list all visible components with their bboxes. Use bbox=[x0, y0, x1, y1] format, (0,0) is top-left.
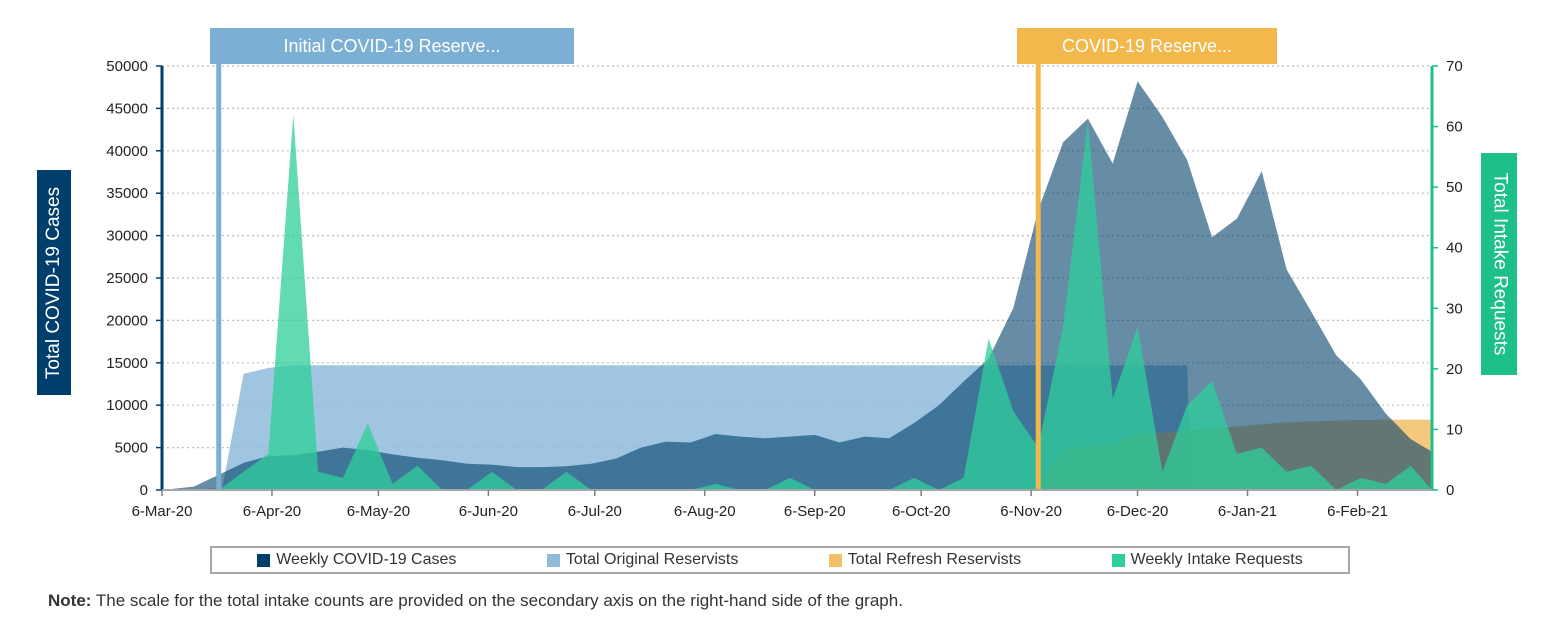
x-tick-label: 6-Mar-20 bbox=[132, 503, 193, 520]
legend-item-original-reservists: Total Original Reservists bbox=[546, 551, 739, 569]
left-axis-ticks: 0 5000 10000 15000 20000 25000 30000 35000 40000… bbox=[106, 58, 162, 499]
left-tick-label: 45000 bbox=[106, 100, 148, 117]
annotation-lines bbox=[216, 64, 1041, 490]
footnote-text: The scale for the total intake counts ar… bbox=[95, 591, 903, 610]
left-tick-label: 35000 bbox=[106, 185, 148, 202]
x-tick-label: 6-Aug-20 bbox=[674, 503, 736, 520]
legend-label: Total Original Reservists bbox=[565, 551, 739, 568]
right-tick-label: 20 bbox=[1446, 361, 1463, 378]
right-tick-label: 10 bbox=[1446, 421, 1463, 438]
left-tick-label: 15000 bbox=[106, 355, 148, 372]
x-tick-label: 6-Dec-20 bbox=[1107, 503, 1169, 520]
x-tick-label: 6-Feb-21 bbox=[1327, 503, 1388, 520]
annotation-banner-initial-label: Initial COVID-19 Reserve... bbox=[283, 35, 501, 56]
x-tick-label: 6-Jun-20 bbox=[459, 503, 518, 520]
series-areas bbox=[162, 81, 1432, 491]
legend-item-refresh-reservists: Total Refresh Reservists bbox=[828, 551, 1022, 569]
left-tick-label: 50000 bbox=[106, 58, 148, 75]
right-tick-label: 50 bbox=[1446, 179, 1463, 196]
footnote-label: Note: bbox=[48, 591, 92, 610]
x-tick-label: 6-Apr-20 bbox=[243, 503, 301, 520]
right-tick-label: 60 bbox=[1446, 119, 1463, 136]
left-axis-label-box: Total COVID-19 Cases bbox=[37, 170, 71, 395]
left-tick-label: 25000 bbox=[106, 270, 148, 287]
series-area-weekly-intake-requests bbox=[162, 114, 1432, 490]
legend: Weekly COVID-19 Cases Total Original Res… bbox=[210, 546, 1350, 574]
right-axis-label: Total Intake Requests bbox=[1489, 172, 1510, 356]
footnote: Note: The scale for the total intake cou… bbox=[48, 591, 903, 611]
right-axis-ticks: 0 10 20 30 40 50 60 70 bbox=[1432, 58, 1463, 499]
right-tick-label: 30 bbox=[1446, 300, 1463, 317]
legend-swatch bbox=[1111, 553, 1125, 567]
right-tick-label: 40 bbox=[1446, 240, 1463, 257]
legend-swatch bbox=[828, 553, 842, 567]
x-tick-label: 6-Nov-20 bbox=[1000, 503, 1062, 520]
legend-swatch bbox=[546, 553, 560, 567]
left-tick-label: 0 bbox=[140, 482, 148, 499]
annotation-banner-refresh-label: COVID-19 Reserve... bbox=[1061, 35, 1233, 56]
x-tick-label: 6-Jul-20 bbox=[568, 503, 622, 520]
left-tick-label: 10000 bbox=[106, 397, 148, 414]
left-tick-label: 30000 bbox=[106, 228, 148, 245]
legend-label: Weekly Intake Requests bbox=[1130, 551, 1303, 568]
left-axis-label: Total COVID-19 Cases bbox=[43, 186, 64, 379]
annotation-banner-refresh: COVID-19 Reserve... bbox=[1017, 28, 1277, 64]
right-tick-label: 0 bbox=[1446, 482, 1454, 499]
right-tick-label: 70 bbox=[1446, 58, 1463, 75]
legend-item-weekly-cases: Weekly COVID-19 Cases bbox=[257, 551, 456, 569]
x-axis-ticks: 6-Mar-20 6-Apr-20 6-May-20 6-Jun-20 6-Jul-20… bbox=[132, 490, 1388, 520]
x-tick-label: 6-May-20 bbox=[347, 503, 410, 520]
x-tick-label: 6-Jan-21 bbox=[1218, 503, 1277, 520]
series-area-weekly-covid-19-cases bbox=[162, 81, 1432, 491]
x-tick-label: 6-Oct-20 bbox=[892, 503, 950, 520]
legend-label: Total Refresh Reservists bbox=[847, 551, 1022, 568]
right-axis-label-box: Total Intake Requests bbox=[1481, 153, 1517, 375]
left-tick-label: 40000 bbox=[106, 143, 148, 160]
left-tick-label: 20000 bbox=[106, 312, 148, 329]
legend-swatch bbox=[257, 553, 271, 567]
annotation-banner-initial: Initial COVID-19 Reserve... bbox=[210, 28, 574, 64]
left-tick-label: 5000 bbox=[115, 440, 148, 457]
legend-label: Weekly COVID-19 Cases bbox=[276, 551, 457, 568]
x-tick-label: 6-Sep-20 bbox=[784, 503, 846, 520]
legend-item-intake-requests: Weekly Intake Requests bbox=[1111, 551, 1303, 569]
